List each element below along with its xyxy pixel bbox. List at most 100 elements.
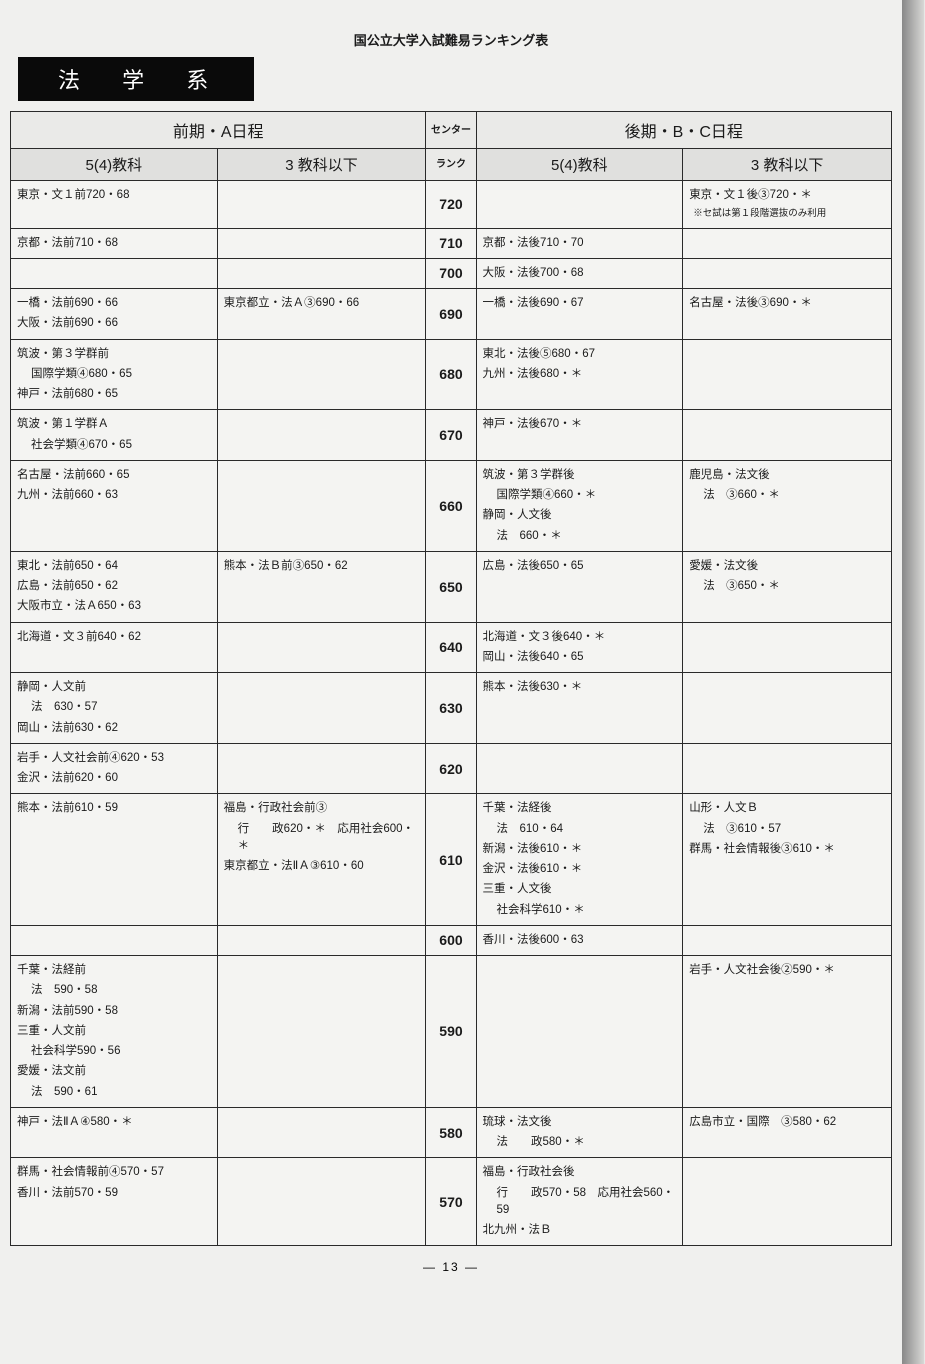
- table-cell: 熊本・法Ｂ前③650・62: [217, 551, 426, 622]
- indented-text: 法 ③660・＊: [689, 487, 885, 504]
- table-cell: [476, 956, 683, 1108]
- table-cell: 愛媛・法文後法 ③650・＊: [683, 551, 892, 622]
- indented-text: 国際学類④660・＊: [483, 487, 677, 504]
- cell-entry: 香川・法後600・63: [483, 932, 677, 949]
- table-cell: 北海道・文３後640・＊岡山・法後640・65: [476, 622, 683, 673]
- indented-text: 法 ③650・＊: [689, 578, 885, 595]
- table-cell: [217, 956, 426, 1108]
- cell-entry: 東北・法後⑤680・67: [483, 346, 677, 363]
- cell-entry: 神戸・法ⅡＡ④580・＊: [17, 1114, 211, 1131]
- table-cell: [476, 181, 683, 229]
- table-cell: [217, 228, 426, 258]
- table-row: 東京・文１前720・68720東京・文１後③720・＊※セ試は第１段階選抜のみ利…: [11, 181, 892, 229]
- table-cell: [217, 1107, 426, 1158]
- table-cell: [683, 743, 892, 794]
- cell-entry: 東京・文１前720・68: [17, 187, 211, 204]
- cell-entry: 法 ③610・57: [689, 821, 885, 838]
- header-center-top: センター: [426, 112, 476, 149]
- table-row: 一橋・法前690・66大阪・法前690・66東京都立・法Ａ③690・66690一…: [11, 289, 892, 340]
- score-cell: 640: [426, 622, 476, 673]
- score-cell: 690: [426, 289, 476, 340]
- page-container: 国公立大学入試難易ランキング表 法 学 系 前期・A日程 センター 後期・B・C…: [0, 0, 902, 1364]
- cell-entry: 大阪市立・法Ａ650・63: [17, 598, 211, 615]
- cell-entry: 広島・法前650・62: [17, 578, 211, 595]
- table-cell: 静岡・人文前法 630・57岡山・法前630・62: [11, 673, 218, 744]
- cell-entry: 静岡・人文後: [483, 507, 677, 524]
- table-cell: [217, 410, 426, 461]
- header-l3: 3 教科以下: [217, 149, 426, 181]
- table-cell: [683, 410, 892, 461]
- table-cell: 北海道・文３前640・62: [11, 622, 218, 673]
- indented-text: 社会科学610・＊: [483, 902, 677, 919]
- cell-entry: 北海道・文３前640・62: [17, 629, 211, 646]
- table-row: 岩手・人文社会前④620・53金沢・法前620・60620: [11, 743, 892, 794]
- cell-entry: 広島市立・国際 ③580・62: [689, 1114, 885, 1131]
- cell-entry: 静岡・人文前: [17, 679, 211, 696]
- cell-entry: 法 ③660・＊: [689, 487, 885, 504]
- cell-entry: 熊本・法Ｂ前③650・62: [224, 558, 420, 575]
- table-cell: [217, 339, 426, 410]
- table-cell: 筑波・第１学群Ａ社会学類④670・65: [11, 410, 218, 461]
- table-cell: [217, 258, 426, 288]
- score-cell: 580: [426, 1107, 476, 1158]
- cell-entry: 岩手・人文社会前④620・53: [17, 750, 211, 767]
- table-cell: [683, 1158, 892, 1246]
- cell-entry: 京都・法後710・70: [483, 235, 677, 252]
- cell-entry: 筑波・第３学群後: [483, 467, 677, 484]
- document-title: 国公立大学入試難易ランキング表: [10, 30, 892, 49]
- indented-text: 法 660・＊: [483, 528, 677, 545]
- table-cell: [217, 673, 426, 744]
- table-row: 筑波・第１学群Ａ社会学類④670・65670神戸・法後670・＊: [11, 410, 892, 461]
- header-r3: 3 教科以下: [683, 149, 892, 181]
- header-right-super: 後期・B・C日程: [476, 112, 891, 149]
- score-cell: 650: [426, 551, 476, 622]
- page-number: — 13 —: [10, 1260, 892, 1274]
- cell-entry: 法 590・58: [17, 982, 211, 999]
- cell-entry: 広島・法後650・65: [483, 558, 677, 575]
- cell-entry: 琉球・法文後: [483, 1114, 677, 1131]
- table-cell: 筑波・第３学群後国際学類④660・＊ 静岡・人文後法 660・＊: [476, 460, 683, 551]
- cell-entry: 新潟・法前590・58: [17, 1003, 211, 1020]
- cell-entry: 名古屋・法後③690・＊: [689, 295, 885, 312]
- table-head: 前期・A日程 センター 後期・B・C日程 5(4)教科 3 教科以下 ランク 5…: [11, 112, 892, 181]
- table-cell: 東京・文１前720・68: [11, 181, 218, 229]
- cell-entry: 九州・法前660・63: [17, 487, 211, 504]
- table-cell: [683, 228, 892, 258]
- score-cell: 660: [426, 460, 476, 551]
- cell-entry: 愛媛・法文前: [17, 1063, 211, 1080]
- cell-entry: 岡山・法前630・62: [17, 720, 211, 737]
- header-center-bottom: ランク: [426, 149, 476, 181]
- indented-text: 行 政620・＊ 応用社会600・＊: [224, 821, 420, 856]
- table-cell: [683, 673, 892, 744]
- table-row: 熊本・法前610・59福島・行政社会前③行 政620・＊ 応用社会600・＊東京…: [11, 794, 892, 926]
- table-cell: 大阪・法後700・68: [476, 258, 683, 288]
- cell-entry: 社会科学610・＊: [483, 902, 677, 919]
- cell-entry: 愛媛・法文後: [689, 558, 885, 575]
- cell-entry: 大阪・法前690・66: [17, 315, 211, 332]
- cell-entry: 九州・法後680・＊: [483, 366, 677, 383]
- score-cell: 670: [426, 410, 476, 461]
- table-cell: [683, 925, 892, 955]
- header-r5: 5(4)教科: [476, 149, 683, 181]
- cell-entry: 京都・法前710・68: [17, 235, 211, 252]
- cell-entry: 東京・文１後③720・＊: [689, 187, 885, 204]
- table-cell: 群馬・社会情報前④570・57香川・法前570・59: [11, 1158, 218, 1246]
- cell-entry: 国際学類④680・65: [17, 366, 211, 383]
- score-cell: 600: [426, 925, 476, 955]
- table-cell: 千葉・法経後法 610・64新潟・法後610・＊金沢・法後610・＊三重・人文後…: [476, 794, 683, 926]
- header-left-super: 前期・A日程: [11, 112, 426, 149]
- table-row: 600 香川・法後600・63: [11, 925, 892, 955]
- table-cell: [217, 622, 426, 673]
- table-cell: 名古屋・法前660・65九州・法前660・63: [11, 460, 218, 551]
- cell-entry: 岩手・人文社会後②590・＊: [689, 962, 885, 979]
- table-cell: [476, 743, 683, 794]
- score-cell: 630: [426, 673, 476, 744]
- table-cell: 千葉・法経前法 590・58新潟・法前590・58三重・人文前社会科学590・5…: [11, 956, 218, 1108]
- ranking-table: 前期・A日程 センター 後期・B・C日程 5(4)教科 3 教科以下 ランク 5…: [10, 111, 892, 1246]
- cell-entry: 法 590・61: [17, 1084, 211, 1101]
- score-cell: 610: [426, 794, 476, 926]
- indented-text: 社会科学590・56: [17, 1043, 211, 1060]
- indented-text: 法 590・61: [17, 1084, 211, 1101]
- table-cell: [11, 258, 218, 288]
- cell-entry: 法 ③650・＊: [689, 578, 885, 595]
